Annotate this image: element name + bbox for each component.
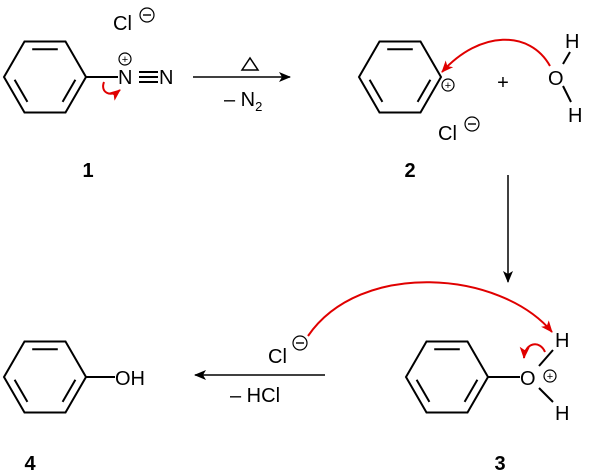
double-bond	[463, 379, 479, 403]
electron-arrow	[441, 38, 551, 73]
atom-h: H	[565, 31, 579, 53]
plus-charge-icon: +	[118, 52, 132, 66]
compound-number: 4	[24, 453, 36, 472]
compound-3: O + H H 3	[488, 330, 569, 472]
double-bond	[61, 379, 77, 403]
chloride: Cl	[268, 346, 287, 368]
atom-h: H	[555, 403, 569, 425]
compound-number: 1	[82, 160, 93, 182]
compound-1: N N + Cl 1	[82, 7, 173, 182]
compound-number: 3	[494, 453, 505, 472]
atom-o: O	[548, 68, 564, 90]
atom-o: O	[520, 368, 536, 390]
bond-o-h	[562, 85, 572, 103]
minus-charge-icon	[139, 7, 155, 23]
double-bond	[368, 79, 384, 103]
electron-arrow	[307, 281, 553, 337]
loss-hcl-label: – HCl	[230, 385, 280, 407]
atom-h: H	[568, 105, 582, 127]
chloride: Cl	[113, 13, 132, 35]
double-bond	[61, 79, 77, 103]
compound-number: 2	[404, 160, 415, 182]
chloride: Cl	[438, 123, 457, 145]
svg-text:+: +	[547, 371, 553, 383]
compound-4: OH 4	[24, 368, 145, 472]
svg-text:+: +	[122, 54, 128, 66]
minus-charge-icon	[464, 116, 480, 132]
plus-sign: +	[497, 72, 509, 94]
atom-n-plus: N	[118, 67, 132, 89]
benzene-ring	[2, 340, 88, 414]
hydroxyl-group: OH	[115, 368, 145, 390]
double-bond	[13, 379, 29, 403]
bond-o-h	[562, 51, 571, 65]
heat-triangle-icon	[240, 56, 260, 71]
benzene-ring	[357, 40, 443, 114]
benzene-ring	[404, 340, 490, 414]
reaction-arrow-3: Cl – HCl	[194, 281, 553, 407]
double-bond	[416, 79, 432, 103]
double-bond	[415, 379, 431, 403]
benzene-ring	[2, 40, 88, 114]
electron-arrow	[519, 343, 546, 359]
electron-arrow	[102, 81, 121, 101]
reaction-arrow-1: – N2	[193, 56, 291, 114]
loss-n2-label: – N2	[224, 89, 262, 114]
atom-n: N	[159, 67, 173, 89]
double-bond	[13, 79, 29, 103]
bond-o-h	[538, 387, 554, 403]
atom-h: H	[555, 330, 569, 352]
plus-charge-icon: +	[441, 78, 455, 92]
bond-o-h	[538, 349, 554, 367]
plus-charge-icon: +	[543, 369, 557, 383]
compound-2: + + O H H Cl 2	[404, 31, 582, 182]
minus-charge-icon	[292, 335, 308, 351]
svg-text:+: +	[445, 80, 451, 92]
